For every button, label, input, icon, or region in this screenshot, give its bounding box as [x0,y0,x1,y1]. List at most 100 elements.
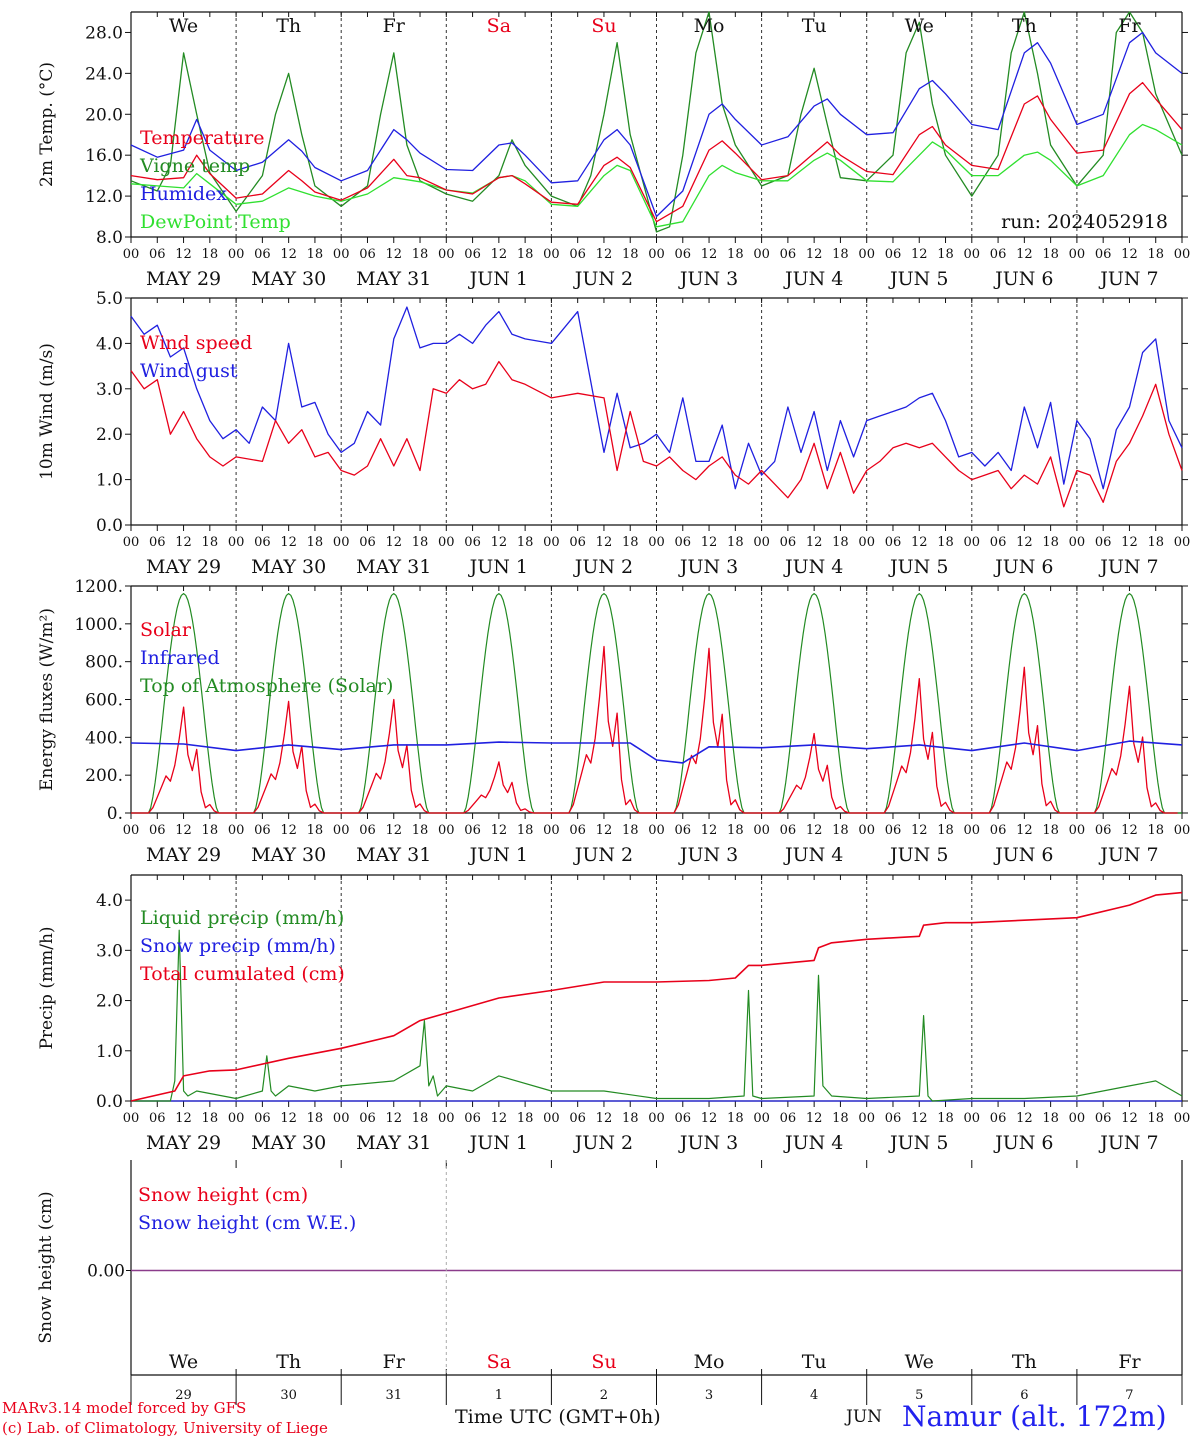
x-hour-label: 06 [464,535,481,550]
weekday-label: Tu [802,1351,827,1373]
x-hour-label: 00 [543,1111,560,1126]
x-hour-label: 00 [648,535,665,550]
y-tick-label: 400. [85,728,123,748]
y-axis-title: 10m Wind (m/s) [37,343,57,480]
x-hour-label: 00 [543,535,560,550]
y-tick-label: 5.0 [96,289,123,309]
x-hour-label: 12 [1121,823,1138,838]
x-hour-label: 12 [911,1111,928,1126]
weekday-label: We [169,15,198,37]
x-hour-label: 18 [622,247,639,262]
x-hour-label: 18 [1042,247,1059,262]
x-hour-label: 00 [964,1111,981,1126]
x-hour-label: 06 [359,823,376,838]
weekday-label: Fr [383,1351,406,1373]
x-hour-label: 12 [385,247,402,262]
credit-lab: (c) Lab. of Climatology, University of L… [2,1419,328,1437]
x-hour-label: 06 [1095,535,1112,550]
x-hour-label: 06 [569,247,586,262]
x-hour-label: 18 [517,1111,534,1126]
x-date-label: JUN 3 [678,268,738,290]
y-tick-label: 0.0 [96,516,123,536]
x-hour-label: 06 [254,823,271,838]
y-tick-label: 1.0 [96,1042,123,1062]
series-line [130,306,1183,490]
x-date-label: JUN 1 [468,556,528,578]
legend-entry: DewPoint Temp [140,211,291,233]
x-hour-label: 00 [438,247,455,262]
legend-entry: Temperature [140,127,264,149]
series-line [130,891,1183,1102]
x-hour-label: 12 [1121,535,1138,550]
x-hour-label: 18 [1147,535,1164,550]
x-hour-label: 00 [1069,1111,1086,1126]
x-hour-label: 06 [254,1111,271,1126]
y-tick-label: 12.0 [85,187,123,207]
x-hour-label: 18 [517,823,534,838]
x-hour-label: 12 [280,1111,297,1126]
x-date-label: JUN 7 [1098,268,1158,290]
x-date-label: JUN 4 [783,844,843,866]
x-date-label: MAY 29 [146,268,221,290]
day-number-label: 3 [705,1388,713,1403]
x-hour-label: 00 [1174,823,1191,838]
x-date-label: JUN 4 [783,268,843,290]
x-hour-label: 00 [1069,823,1086,838]
x-date-label: JUN 6 [993,844,1053,866]
x-hour-label: 18 [937,823,954,838]
y-tick-label: 28.0 [85,23,123,43]
x-date-label: JUN 5 [888,1132,948,1154]
day-number-label: 30 [280,1388,297,1403]
weekday-label: Su [591,1351,616,1373]
x-hour-label: 00 [228,1111,245,1126]
run-label: run: 2024052918 [1001,211,1168,233]
x-hour-label: 12 [701,1111,718,1126]
x-hour-label: 12 [1016,535,1033,550]
y-tick-label: 8.0 [96,228,123,248]
weekday-label: Th [1012,15,1037,37]
x-hour-label: 18 [832,247,849,262]
weekday-label: Fr [1118,15,1141,37]
weekday-label: Sa [487,1351,511,1373]
x-hour-label: 06 [990,1111,1007,1126]
x-hour-label: 06 [359,1111,376,1126]
x-hour-label: 00 [123,1111,140,1126]
x-hour-label: 18 [202,535,219,550]
y-tick-label: 0.00 [87,1262,125,1282]
x-hour-label: 00 [753,823,770,838]
x-hour-label: 12 [911,823,928,838]
x-hour-label: 06 [569,535,586,550]
x-date-label: MAY 31 [356,844,431,866]
weekday-label: Fr [383,15,406,37]
x-hour-label: 00 [333,535,350,550]
x-hour-label: 12 [1016,1111,1033,1126]
x-hour-label: 00 [123,535,140,550]
x-hour-label: 12 [491,1111,508,1126]
x-hour-label: 06 [675,247,692,262]
x-hour-label: 12 [175,247,192,262]
x-hour-label: 00 [1069,247,1086,262]
x-hour-label: 06 [359,247,376,262]
x-hour-label: 06 [569,823,586,838]
x-hour-label: 18 [412,823,429,838]
day-number-label: 7 [1125,1388,1133,1403]
day-number-label: 31 [385,1388,402,1403]
x-hour-label: 12 [701,535,718,550]
weekday-label: Th [276,15,301,37]
y-axis-title: Snow height (cm) [36,1191,56,1343]
x-date-label: MAY 31 [356,268,431,290]
x-hour-label: 06 [254,247,271,262]
x-hour-label: 00 [228,247,245,262]
series-line [130,81,1183,223]
x-hour-label: 00 [1174,1111,1191,1126]
x-date-label: JUN 2 [573,268,633,290]
x-hour-label: 06 [990,247,1007,262]
weekday-label: Mo [694,15,725,37]
series-line [131,645,1178,814]
x-hour-label: 06 [569,1111,586,1126]
x-hour-label: 18 [937,247,954,262]
x-hour-label: 18 [1042,1111,1059,1126]
x-hour-label: 06 [254,535,271,550]
x-hour-label: 06 [675,1111,692,1126]
x-hour-label: 06 [885,1111,902,1126]
